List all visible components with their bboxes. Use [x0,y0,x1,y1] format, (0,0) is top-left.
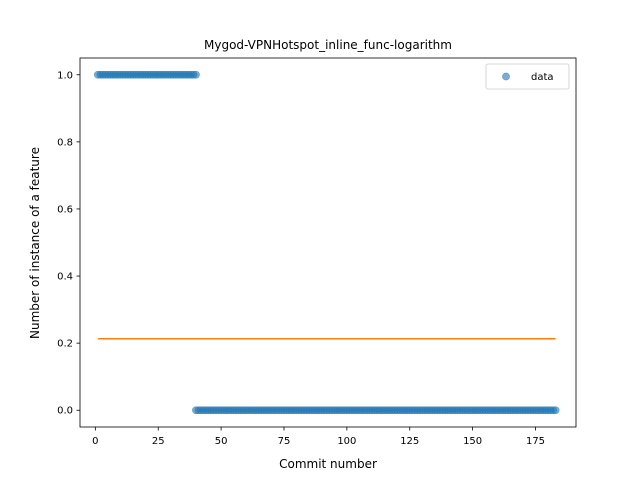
legend-box [485,63,570,90]
y-tick-label: 0.0 [57,406,73,417]
chart-title: Mygod-VPNHotspot_inline_func-logarithm [204,38,452,52]
data-point [551,406,560,415]
x-tick-label: 0 [92,436,98,447]
data-point [192,70,200,79]
plot-area: 0 25 50 75 100 125 150 175 0.0 0.2 0.4 0.6 0.8 1.0 dat… [57,57,577,447]
x-tick-label: 50 [215,436,228,447]
x-tick-label: 75 [278,436,291,447]
y-tick-label: 0.8 [57,137,73,148]
y-tick-label: 0.4 [57,272,73,283]
x-tick-label: 25 [152,436,165,447]
axes-frame [79,57,577,428]
x-tick-label: 125 [400,436,419,447]
x-tick-label: 150 [463,436,482,447]
y-tick-label: 0.6 [57,204,73,215]
y-axis-label: Number of instance of a feature [28,147,42,339]
legend-label: data [531,72,554,83]
x-axis-label: Commit number [279,457,377,471]
x-tick-label: 100 [337,436,356,447]
y-tick-label: 1.0 [57,70,73,81]
legend-marker [502,72,510,81]
x-tick-label: 175 [526,436,545,447]
y-tick-label: 0.2 [57,339,73,350]
